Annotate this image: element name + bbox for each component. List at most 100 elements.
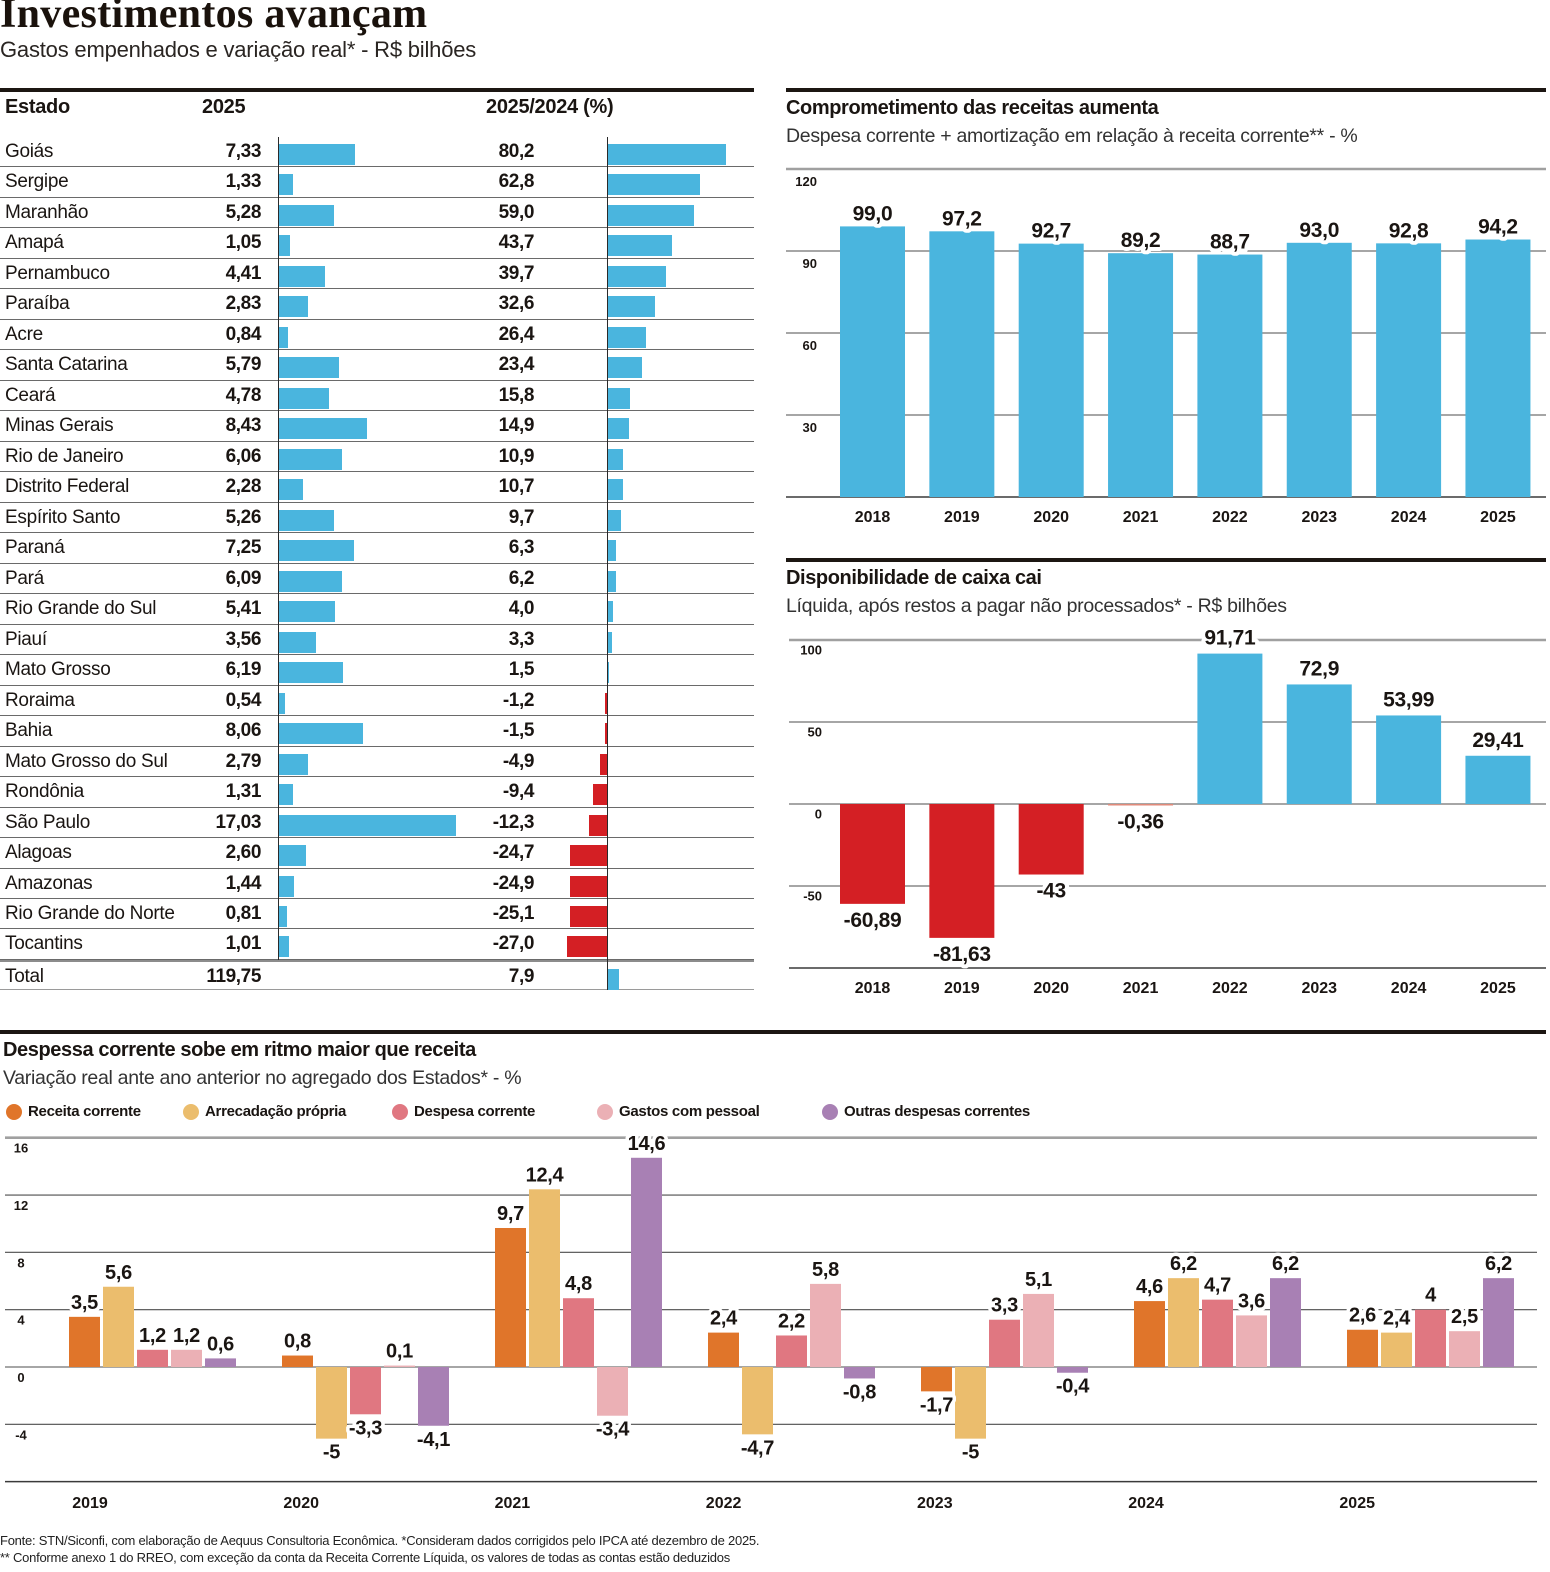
table-row: Espírito Santo 5,26 9,7 xyxy=(0,503,754,534)
variation-value: 32,6 xyxy=(498,293,535,315)
y-tick-label: -50 xyxy=(803,889,822,904)
bar xyxy=(1286,242,1352,497)
value-label: 1,2 xyxy=(173,1325,200,1347)
investment-axis xyxy=(278,137,280,960)
value-label: 97,2 xyxy=(942,207,982,230)
investment-value: 0,84 xyxy=(225,323,262,345)
investment-value: 8,06 xyxy=(225,720,262,742)
chart-subtitle-comprometimento: Despesa corrente + amortização em relaçã… xyxy=(786,125,1358,147)
table-row: Goiás 7,33 80,2 xyxy=(0,137,754,168)
state-name: Bahia xyxy=(5,720,53,742)
variation-value: 9,7 xyxy=(508,506,535,528)
state-name: Ceará xyxy=(5,384,56,406)
investment-value: 1,33 xyxy=(225,171,262,193)
bar xyxy=(529,1189,560,1367)
investment-value: 1,44 xyxy=(225,872,262,894)
value-label: 0,8 xyxy=(284,1331,311,1353)
investment-value: 6,06 xyxy=(225,445,262,467)
investment-bar xyxy=(279,265,325,287)
investment-value: 17,03 xyxy=(215,811,261,833)
variation-value: 4,0 xyxy=(508,598,535,620)
x-tick-label: 2023 xyxy=(917,1495,953,1512)
investment-bar xyxy=(279,784,293,806)
variation-value: -9,4 xyxy=(502,781,535,803)
x-tick-label: 2023 xyxy=(1301,509,1337,526)
bar xyxy=(1381,1332,1412,1367)
table-row: Bahia 8,06 -1,5 xyxy=(0,716,754,747)
x-tick-label: 2022 xyxy=(1212,980,1248,997)
variation-bar xyxy=(607,540,617,562)
variation-bar xyxy=(607,968,619,990)
value-label: 2,5 xyxy=(1451,1306,1478,1328)
x-tick-label: 2020 xyxy=(283,1495,319,1512)
table-row: Tocantins 1,01 -27,0 xyxy=(0,929,754,960)
investment-bar xyxy=(279,326,288,348)
bar xyxy=(1465,239,1531,497)
investment-bar xyxy=(279,814,456,836)
chart-title-comprometimento: Comprometimento das receitas aumenta xyxy=(786,97,1159,119)
state-name: Pará xyxy=(5,567,44,589)
bar xyxy=(1483,1278,1514,1367)
table-total-row: Total 119,75 7,9 xyxy=(0,959,754,991)
y-tick-label: 30 xyxy=(803,420,817,435)
variation-value: -1,2 xyxy=(502,689,535,711)
table-row: Minas Gerais 8,43 14,9 xyxy=(0,411,754,442)
table-row: Pará 6,09 6,2 xyxy=(0,564,754,595)
legend-swatch-icon xyxy=(392,1104,408,1120)
bar xyxy=(1270,1278,1301,1367)
bar xyxy=(1415,1309,1446,1367)
y-tick-label: 60 xyxy=(803,338,817,353)
variation-bar xyxy=(607,204,695,226)
table-row: São Paulo 17,03 -12,3 xyxy=(0,808,754,839)
investment-bar xyxy=(279,296,309,318)
value-label: 9,7 xyxy=(497,1203,524,1225)
bar xyxy=(1236,1315,1267,1367)
variation-value: 43,7 xyxy=(498,232,535,254)
bar xyxy=(929,231,995,497)
y-tick-label: 0 xyxy=(815,807,822,822)
bar xyxy=(495,1227,526,1367)
value-label: -4,7 xyxy=(741,1437,774,1459)
investment-bar xyxy=(279,418,367,440)
variation-bar xyxy=(607,509,622,531)
legend-swatch-icon xyxy=(6,1104,22,1120)
value-label: 89,2 xyxy=(1121,229,1161,252)
bar xyxy=(1197,653,1263,804)
table-row: Acre 0,84 26,4 xyxy=(0,320,754,351)
section-rule xyxy=(786,88,1546,92)
value-label: 91,71 xyxy=(1204,627,1256,650)
bar xyxy=(350,1367,381,1415)
state-name: Rio Grande do Sul xyxy=(5,598,157,620)
investment-value: 4,78 xyxy=(225,384,262,406)
bar xyxy=(1376,243,1442,497)
bar xyxy=(1018,804,1084,875)
y-tick-label: -4 xyxy=(15,1427,27,1442)
table-row: Santa Catarina 5,79 23,4 xyxy=(0,350,754,381)
state-name: Paraná xyxy=(5,537,65,559)
bar xyxy=(929,804,995,938)
y-tick-label: 50 xyxy=(808,725,822,740)
table-row: Paraná 7,25 6,3 xyxy=(0,533,754,564)
table-row: Rondônia 1,31 -9,4 xyxy=(0,777,754,808)
value-label: 4,6 xyxy=(1136,1276,1163,1298)
variation-value: -25,1 xyxy=(492,903,535,924)
value-label: -81,63 xyxy=(933,943,991,966)
state-name: Mato Grosso do Sul xyxy=(5,750,168,772)
legend-label: Arrecadação própria xyxy=(205,1103,347,1120)
state-name: Acre xyxy=(5,323,43,345)
investment-value: 5,79 xyxy=(225,354,262,376)
x-tick-label: 2024 xyxy=(1391,509,1427,526)
value-label: 3,6 xyxy=(1238,1290,1265,1312)
value-label: 2,4 xyxy=(710,1308,738,1330)
table-row: Amazonas 1,44 -24,9 xyxy=(0,869,754,899)
table-row: Ceará 4,78 15,8 xyxy=(0,381,754,412)
chart-title-despesa: Despessa corrente sobe em ritmo maior qu… xyxy=(3,1039,476,1061)
column-header-2025: 2025 xyxy=(202,96,246,118)
bar xyxy=(1023,1293,1054,1367)
investment-bar xyxy=(279,723,363,745)
value-label: 6,2 xyxy=(1170,1253,1197,1275)
value-label: 72,9 xyxy=(1299,657,1339,680)
investment-value: 8,43 xyxy=(225,415,262,437)
state-name: Alagoas xyxy=(5,842,72,864)
state-name: Piauí xyxy=(5,628,47,650)
